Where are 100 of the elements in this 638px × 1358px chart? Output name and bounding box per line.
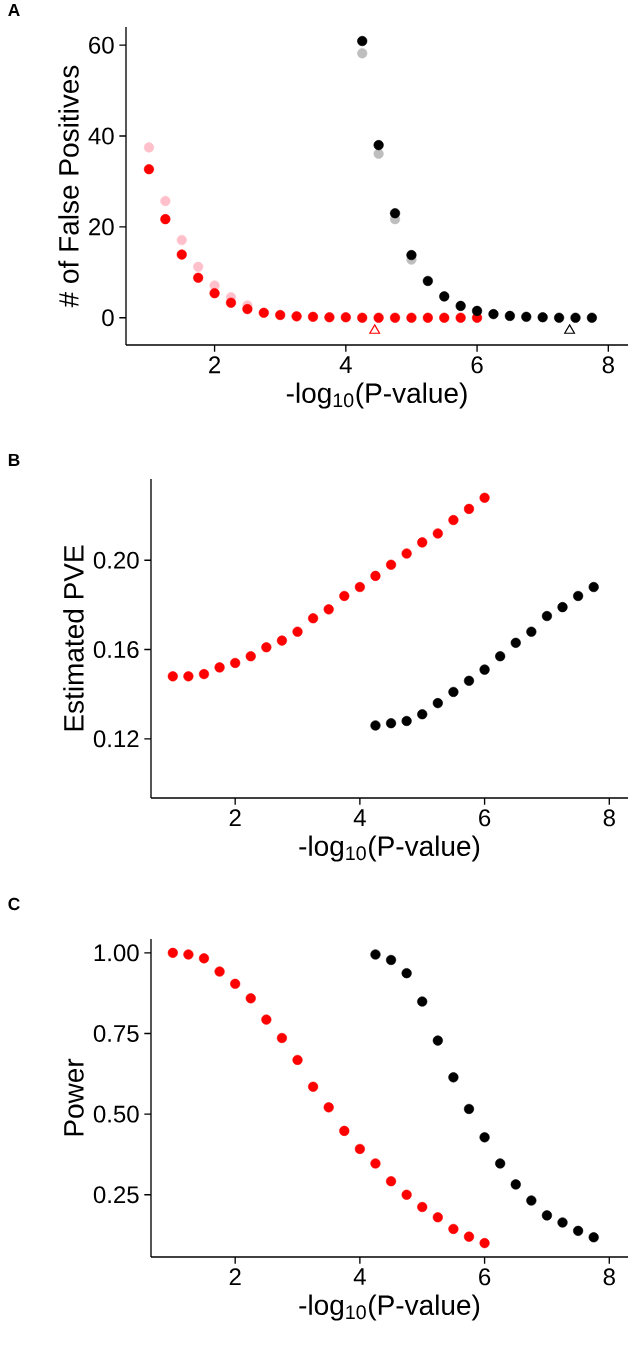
- point: [401, 715, 412, 727]
- point: [537, 312, 548, 323]
- point: [479, 1238, 490, 1249]
- point: [308, 613, 319, 624]
- point: [370, 720, 381, 731]
- point: [439, 312, 450, 323]
- y-axis-title: Power: [64, 1058, 84, 1136]
- point: [167, 671, 178, 682]
- point: [307, 311, 319, 322]
- point: [406, 312, 417, 323]
- x-tick-label: 6: [479, 1268, 491, 1286]
- point: [230, 978, 241, 989]
- point: [143, 164, 155, 175]
- y-axis-title: Estimated PVE: [63, 545, 84, 731]
- y-tick-label: 60: [89, 36, 114, 54]
- point: [291, 311, 302, 322]
- y-tick-label: 0.50: [93, 1105, 139, 1123]
- point: [275, 309, 286, 321]
- point: [245, 993, 256, 1004]
- point: [448, 1223, 459, 1234]
- point: [292, 1054, 303, 1065]
- point: [479, 1132, 490, 1143]
- point: [357, 48, 368, 59]
- point: [370, 949, 381, 960]
- x-tick-label: 4: [353, 809, 366, 826]
- x-tick-label: 2: [209, 356, 221, 374]
- point: [432, 528, 443, 539]
- point: [369, 324, 381, 334]
- point: [588, 581, 599, 593]
- point: [323, 1102, 334, 1113]
- point: [401, 548, 412, 559]
- point: [373, 148, 384, 159]
- point: [373, 140, 384, 151]
- point: [276, 1032, 288, 1044]
- point: [160, 214, 171, 225]
- point: [324, 312, 335, 323]
- point: [463, 1231, 475, 1242]
- point: [340, 312, 351, 323]
- point: [357, 312, 368, 323]
- y-tick-label: 0: [102, 309, 114, 327]
- point: [225, 297, 237, 308]
- chart-title: A: [8, 4, 20, 16]
- point: [495, 1158, 506, 1169]
- point: [323, 604, 334, 615]
- point: [242, 304, 253, 315]
- point: [432, 1035, 443, 1046]
- point: [526, 626, 537, 637]
- point: [448, 686, 459, 698]
- x-tick-label: 8: [603, 1268, 615, 1286]
- point: [422, 312, 433, 323]
- x-axis-title: -log$_{10}$(P-value): [299, 835, 480, 862]
- point: [261, 642, 272, 653]
- point: [432, 1212, 443, 1223]
- point: [209, 288, 220, 299]
- point: [570, 312, 581, 323]
- point: [214, 662, 225, 673]
- point: [439, 291, 450, 302]
- point: [354, 1143, 365, 1155]
- point: [198, 669, 210, 680]
- y-tick-label: 0.16: [93, 641, 139, 659]
- point: [455, 300, 466, 311]
- point: [193, 261, 204, 272]
- point: [448, 514, 459, 526]
- point: [167, 947, 178, 958]
- point: [143, 142, 155, 153]
- x-axis-title: -log$_{10}$(P-value): [299, 1294, 480, 1321]
- chart-title: C: [8, 897, 20, 911]
- point: [183, 671, 194, 682]
- point: [417, 537, 428, 548]
- y-tick-label: 20: [89, 218, 114, 236]
- y-tick-label: 1.00: [94, 944, 139, 962]
- y-tick-label: 0.25: [93, 1186, 139, 1204]
- point: [389, 208, 401, 219]
- point: [339, 590, 350, 602]
- point: [214, 966, 225, 977]
- point: [463, 503, 475, 514]
- x-tick-label: 8: [602, 356, 614, 374]
- x-tick-label: 4: [353, 1268, 366, 1285]
- point: [370, 570, 381, 581]
- point: [448, 1072, 459, 1083]
- point: [510, 637, 521, 648]
- point: [258, 307, 269, 318]
- point: [230, 657, 241, 668]
- y-tick-label: 0.12: [93, 730, 139, 748]
- point: [472, 305, 483, 316]
- y-axis-title: # of False Positives: [58, 65, 79, 308]
- y-tick-label: 0.20: [93, 551, 139, 569]
- point: [370, 1158, 381, 1169]
- point: [573, 1225, 584, 1236]
- point: [557, 602, 568, 613]
- y-tick-label: 40: [88, 127, 114, 145]
- point: [417, 996, 428, 1007]
- point: [160, 195, 171, 207]
- point: [432, 698, 443, 709]
- point: [526, 1195, 537, 1206]
- point: [463, 1103, 475, 1115]
- point: [541, 610, 553, 622]
- point: [479, 492, 490, 503]
- point: [292, 626, 303, 637]
- x-tick-label: 6: [479, 809, 491, 827]
